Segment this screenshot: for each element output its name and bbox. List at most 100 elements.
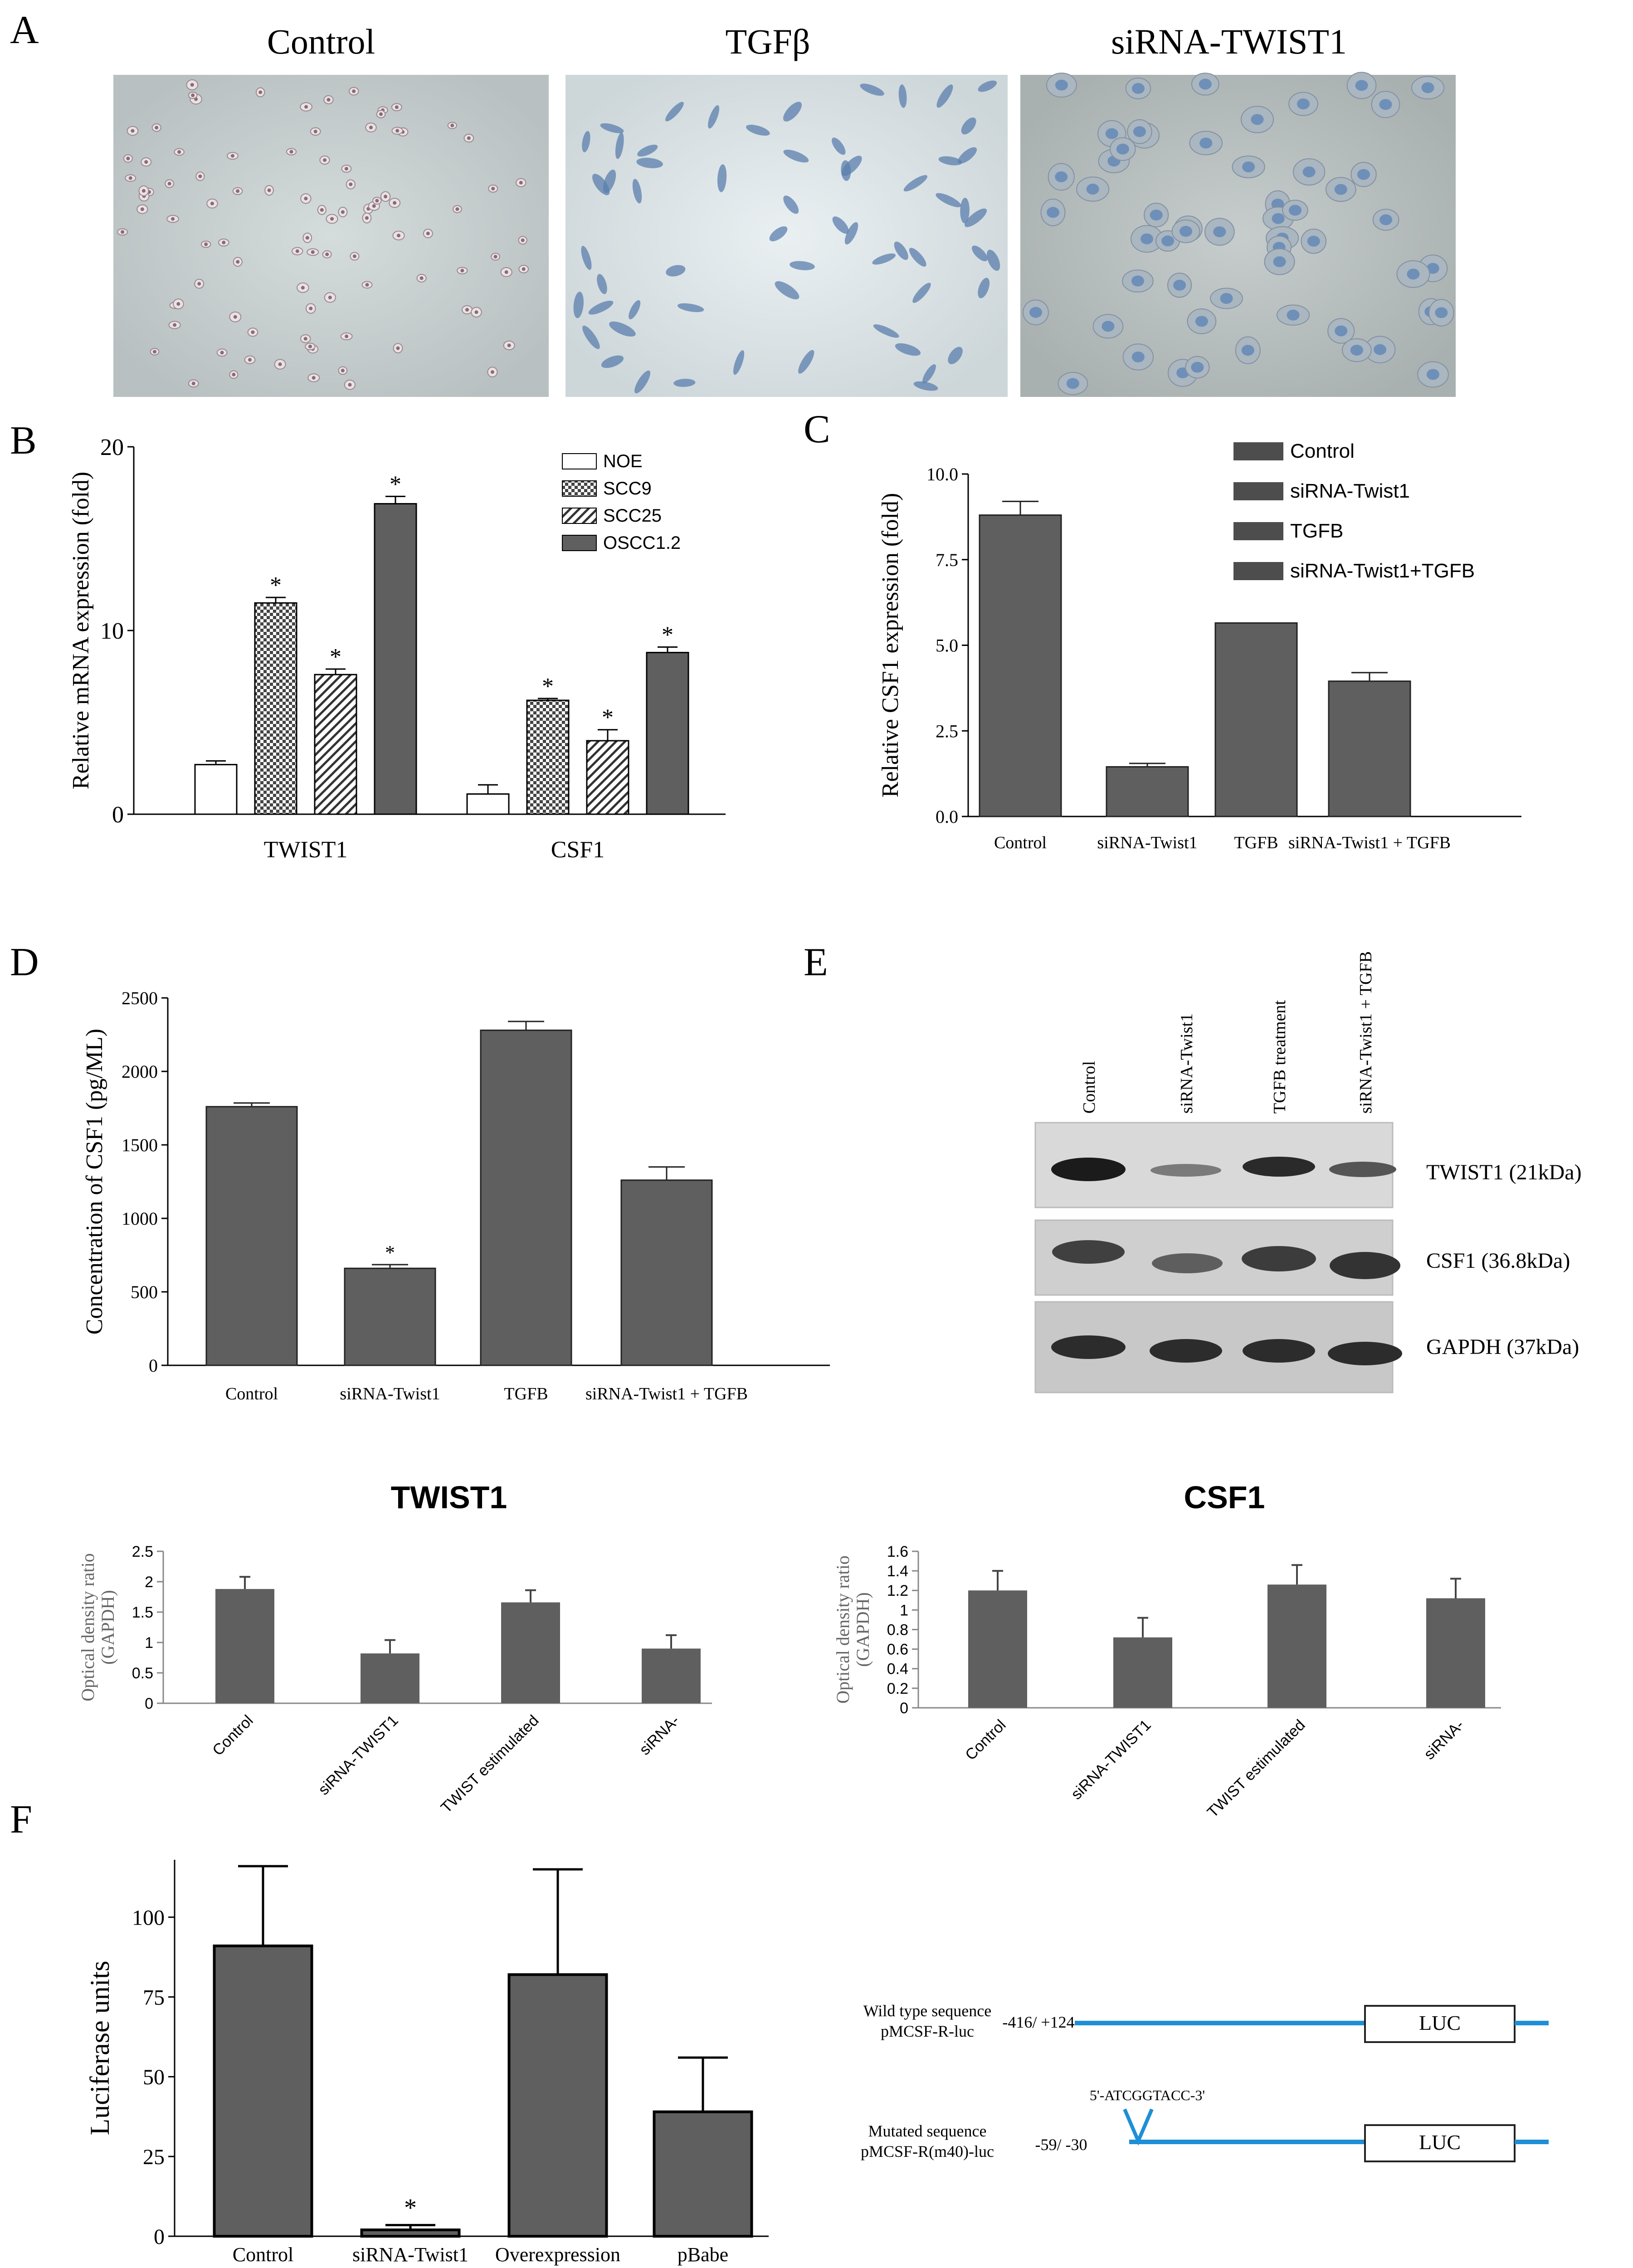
image-title-control: Control xyxy=(267,22,375,61)
y-tick-label: 0 xyxy=(112,802,124,828)
y-tick-label: 1.2 xyxy=(887,1582,908,1599)
cell xyxy=(903,175,927,192)
x-tick-label: TWIST1 xyxy=(264,837,348,863)
cell-nucleus xyxy=(393,201,397,205)
cell-nucleus xyxy=(328,295,332,299)
western-blot: Control siRNA-Twist1 TGFB treatment siRNA-T… xyxy=(1034,951,1582,1393)
cell-nucleus xyxy=(267,188,271,192)
y-axis-title: Relative CSF1 expression (fold) xyxy=(877,493,903,798)
cell-nucleus xyxy=(1379,99,1392,110)
cell xyxy=(978,278,990,298)
cell-nucleus xyxy=(236,189,240,193)
cell-nucleus xyxy=(308,344,312,348)
cell-nucleus xyxy=(352,89,356,93)
bar xyxy=(507,1973,608,2238)
cell xyxy=(582,325,600,349)
cell-nucleus xyxy=(171,217,175,221)
cell xyxy=(860,83,884,96)
cell-nucleus xyxy=(1307,235,1320,247)
cell-nucleus xyxy=(278,362,282,367)
x-tick-label: siRNA-TWIST1 xyxy=(1068,1716,1155,1803)
y-tick-label: 5.0 xyxy=(936,635,958,656)
chart-title: CSF1 xyxy=(1184,1480,1265,1515)
x-tick-label: Control xyxy=(233,2244,293,2266)
significance-mark: * xyxy=(404,2194,417,2222)
cell xyxy=(637,144,658,157)
y-tick-label: 50 xyxy=(143,2065,165,2089)
cell-nucleus xyxy=(327,98,331,102)
cell-nucleus xyxy=(210,201,214,205)
mut-site-marker xyxy=(1123,2108,1154,2146)
x-tick-label: pBabe xyxy=(678,2244,728,2266)
x-tick-label: TGFB xyxy=(1234,833,1278,852)
x-tick-label: Overexpression xyxy=(495,2244,620,2266)
cell-nucleus xyxy=(1427,369,1440,380)
cell-nucleus xyxy=(379,112,383,116)
legend-swatch xyxy=(1233,442,1283,460)
y-tick-label: 0.5 xyxy=(132,1665,153,1682)
micrograph-control xyxy=(113,75,549,397)
y-tick-label: 0 xyxy=(145,1695,153,1712)
y-tick-label: 10 xyxy=(100,618,124,644)
cell xyxy=(960,197,970,224)
cell-nucleus xyxy=(465,308,469,312)
x-tick-label: siRNA-Twist1 xyxy=(340,1384,440,1403)
cell-nucleus xyxy=(384,195,388,199)
cell-nucleus xyxy=(191,381,195,386)
cell-nucleus xyxy=(230,154,234,158)
cell-nucleus xyxy=(167,181,171,186)
cell-nucleus xyxy=(1191,362,1204,373)
y-axis-title: Concentration of CSF1 (pg/ML) xyxy=(82,1029,107,1335)
cell xyxy=(632,179,642,204)
cells-control xyxy=(117,79,529,390)
y-tick-label: 0.4 xyxy=(887,1661,908,1678)
bar xyxy=(526,699,570,815)
cell-nucleus xyxy=(1102,321,1115,332)
x-tick-label: siRNA-TWIST1 xyxy=(315,1712,402,1799)
cell-nucleus xyxy=(191,93,195,98)
cell-nucleus xyxy=(1173,279,1186,291)
cell xyxy=(938,156,962,166)
cell-nucleus xyxy=(365,283,369,287)
chart-title: TWIST1 xyxy=(391,1480,507,1515)
cell xyxy=(783,149,809,163)
cell-nucleus xyxy=(490,370,494,374)
cell-nucleus xyxy=(375,199,379,203)
cell-nucleus xyxy=(522,267,526,271)
panel-label-a: A xyxy=(10,8,39,52)
bar xyxy=(466,793,510,815)
cell-nucleus xyxy=(1066,378,1079,389)
cell-nucleus xyxy=(305,236,309,240)
significance-mark: * xyxy=(385,1242,395,1264)
cell-nucleus xyxy=(1220,293,1233,304)
cell-nucleus xyxy=(491,186,495,191)
cell-nucleus xyxy=(248,358,252,362)
x-tick-label: siRNA- xyxy=(636,1712,683,1759)
blot-band xyxy=(1150,1164,1221,1177)
cell-nucleus xyxy=(121,230,125,234)
bar xyxy=(1106,766,1189,817)
cell xyxy=(603,169,616,193)
legend-swatch xyxy=(1233,482,1283,500)
y-tick-label: 1500 xyxy=(122,1135,158,1155)
cell xyxy=(894,241,908,260)
cell-nucleus xyxy=(144,160,148,164)
x-tick-label: Control xyxy=(209,1712,256,1759)
cell-nucleus xyxy=(1302,166,1316,177)
cell xyxy=(629,300,641,320)
cell xyxy=(581,245,592,270)
cell-nucleus xyxy=(140,207,144,211)
x-tick-label: siRNA-Twist1 xyxy=(1097,833,1197,852)
cell-nucleus xyxy=(1195,316,1208,327)
bar xyxy=(501,1602,560,1703)
cell xyxy=(986,249,1000,271)
cell-nucleus xyxy=(426,231,430,235)
mut-label-1: Mutated sequence xyxy=(868,2122,987,2140)
cell-nucleus xyxy=(1335,325,1348,337)
cell-nucleus xyxy=(345,334,349,338)
cell-nucleus xyxy=(344,166,348,171)
y-axis-title: Luciferase units xyxy=(85,1961,115,2136)
bar xyxy=(1113,1637,1172,1708)
cell-nucleus xyxy=(1350,344,1363,356)
blot-band xyxy=(1330,1252,1400,1279)
